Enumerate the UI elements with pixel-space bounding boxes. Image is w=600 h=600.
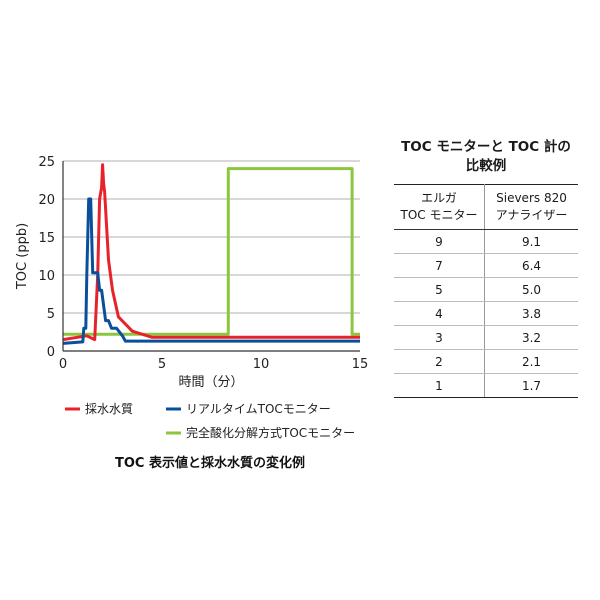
table-cell-sievers: 2.1 [484,349,578,374]
chart-caption: TOC 表示値と採水水質の変化例 [115,455,305,471]
table-cell-sievers: 9.1 [484,229,578,254]
table-header-elga: エルガ TOC モニター [394,184,485,230]
y-tick-label: 0 [47,345,55,360]
x-axis-label: 時間（分） [178,375,243,390]
toc-chart: 0 5 10 15 20 25 0 5 10 15 TOC (ppb) 時間（分） 採水水質 リア… [15,155,368,471]
table-cell-elga: 3 [394,325,485,350]
legend-label: 採水水質 [85,401,133,416]
legend-label: リアルタイムTOCモニター [186,402,331,416]
y-tick-labels: 0 5 10 15 20 25 [38,155,55,360]
series-line-2 [63,167,360,336]
x-tick-labels: 0 5 10 15 [59,357,368,372]
grid-lines [63,160,360,314]
table-cell-sievers: 1.7 [484,373,578,398]
table-header-sievers: Sievers 820 アナライザー [484,184,578,230]
table-cell-sievers: 3.8 [484,301,578,326]
table-title: TOC モニターと TOC 計の 比較例 [401,139,571,174]
series-line-0 [62,163,360,342]
x-tick-label: 5 [158,357,166,372]
y-tick-label: 15 [38,231,55,246]
table-cell-sievers: 6.4 [484,253,578,278]
series-line-1 [62,197,360,345]
y-axis-label: TOC (ppb) [15,223,30,290]
table-cell-sievers: 5.0 [484,277,578,302]
table-row: 1 1.7 [394,373,578,398]
table-cell-elga: 4 [394,301,485,326]
table-cell-elga: 9 [394,229,485,254]
y-tick-label: 20 [38,193,55,208]
table-row: 5 5.0 [394,277,578,302]
table-row: 3 3.2 [394,325,578,350]
table-cell-sievers: 3.2 [484,325,578,350]
table-row: 4 3.8 [394,301,578,326]
table-cell-elga: 2 [394,349,485,374]
y-tick-label: 25 [38,155,55,170]
series-lines [62,163,360,345]
y-tick-label: 5 [47,307,55,322]
comparison-table: エルガ TOC モニター Sievers 820 アナライザー 9 9.1 7 6.4… [394,184,578,398]
table-row: 7 6.4 [394,253,578,278]
x-tick-label: 15 [352,357,369,372]
x-tick-label: 0 [59,357,67,372]
y-tick-label: 10 [38,269,55,284]
table-cell-elga: 5 [394,277,485,302]
table-row: 2 2.1 [394,349,578,374]
x-tick-label: 10 [253,357,270,372]
table-cell-elga: 1 [394,373,485,398]
comparison-table-block: TOC モニターと TOC 計の 比較例 エルガ TOC モニター Siever… [394,138,578,398]
legend-label: 完全酸化分解方式TOCモニター [186,425,355,440]
table-cell-elga: 7 [394,253,485,278]
table-row: 9 9.1 [394,229,578,254]
